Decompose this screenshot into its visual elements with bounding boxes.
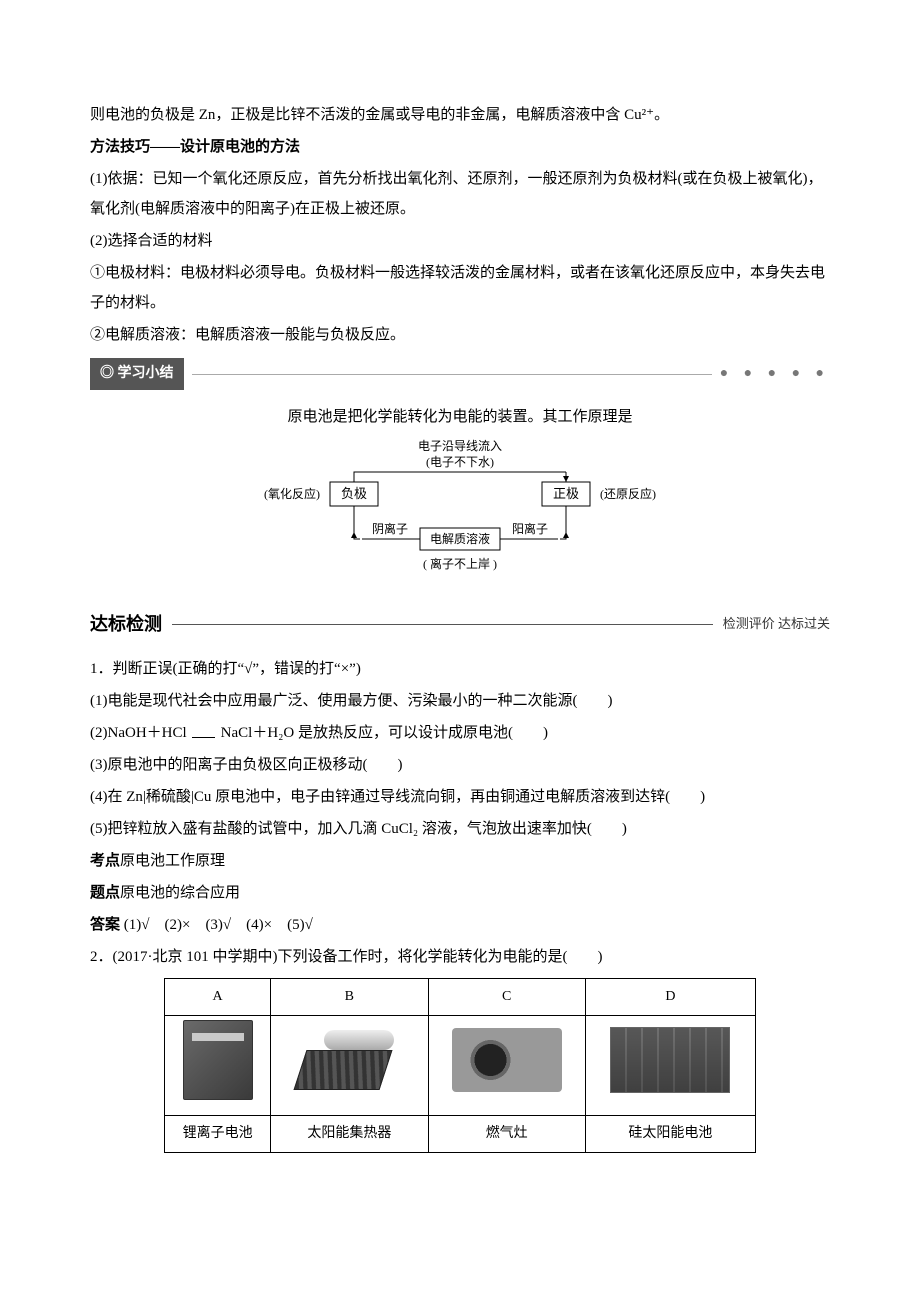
equation-line-icon <box>192 729 215 738</box>
opt-image-C <box>428 1016 585 1116</box>
q1-kd: 考点考点原电池工作原理原电池工作原理 <box>90 846 830 876</box>
q1-s2-pre: (2)NaOH＋HCl <box>90 725 187 741</box>
diagram-left-outer: (氧化反应) <box>264 486 320 501</box>
opt-caption-B: 太阳能集热器 <box>271 1116 428 1153</box>
diagram-elec: 电解质溶液 <box>430 531 490 546</box>
section-subtitle: 检测评价 达标过关 <box>723 611 830 637</box>
q2-stem: 2．(2017·北京 101 中学期中)下列设备工作时，将化学能转化为电能的是(… <box>90 942 830 972</box>
method-p2b: ②电解质溶液：电解质溶液一般能与负极反应。 <box>90 320 830 350</box>
section-rule <box>172 624 713 625</box>
opt-header-B: B <box>271 979 428 1016</box>
diagram-bottom: ( 离子不上岸 ) <box>423 556 497 571</box>
opt-image-A <box>165 1016 271 1116</box>
method-p2: (2)选择合适的材料 <box>90 226 830 256</box>
q1-s1: (1)电能是现代社会中应用最广泛、使用最方便、污染最小的一种二次能源( ) <box>90 686 830 716</box>
diagram-right-outer: (还原反应) <box>600 486 656 501</box>
diagram-anion: 阴离子 <box>372 521 408 536</box>
pv-panel-icon <box>610 1027 730 1093</box>
table-row: A B C D <box>165 979 756 1016</box>
diagram-top2: (电子不下水) <box>426 455 494 469</box>
diagram-neg: 负极 <box>341 486 367 501</box>
section-header: 达标检测 检测评价 达标过关 <box>90 606 830 642</box>
q1-s2-post: NaCl＋H₂O 是放热反应，可以设计成原电池( ) <box>221 725 548 741</box>
summary-rule <box>192 374 712 375</box>
opt-caption-D: 硅太阳能电池 <box>585 1116 755 1153</box>
intro-line: 则电池的负极是 Zn，正极是比锌不活泼的金属或导电的非金属，电解质溶液中含 Cu… <box>90 100 830 130</box>
opt-image-D <box>585 1016 755 1116</box>
opt-header-A: A <box>165 979 271 1016</box>
section-title: 达标检测 <box>90 606 162 642</box>
diagram-lead: 原电池是把化学能转化为电能的装置。其工作原理是 <box>90 402 830 432</box>
summary-dots: ● ● ● ● ● <box>720 360 830 388</box>
opt-image-B <box>271 1016 428 1116</box>
summary-tag: ◎ 学习小结 <box>90 358 184 390</box>
opt-caption-C: 燃气灶 <box>428 1116 585 1153</box>
table-row <box>165 1016 756 1116</box>
q1-td: 题点原电池的综合应用 <box>90 878 830 908</box>
answer-values: (1)√ (2)× (3)√ (4)× (5)√ <box>120 917 313 933</box>
gas-stove-icon <box>452 1028 562 1092</box>
method-p1: (1)依据：已知一个氧化还原反应，首先分析找出氧化剂、还原剂，一般还原剂为负极材… <box>90 164 830 224</box>
answer-label: 答案 <box>90 917 120 933</box>
method-heading: 方法技巧——设计原电池的方法 <box>90 132 830 162</box>
q1-stem: 1．判断正误(正确的打“√”，错误的打“×”) <box>90 654 830 684</box>
summary-banner: ◎ 学习小结 ● ● ● ● ● <box>90 358 830 390</box>
diagram-pos: 正极 <box>553 486 579 501</box>
q1-s4: (4)在 Zn|稀硫酸|Cu 原电池中，电子由锌通过导线流向铜，再由铜通过电解质… <box>90 782 830 812</box>
opt-caption-A: 锂离子电池 <box>165 1116 271 1153</box>
q2-options-table: A B C D 锂离子电池 太阳能集热器 燃气灶 硅太阳能电池 <box>164 978 756 1153</box>
diagram-cation: 阳离子 <box>512 521 548 536</box>
opt-header-D: D <box>585 979 755 1016</box>
solar-heater-icon <box>294 1030 404 1090</box>
table-row: 锂离子电池 太阳能集热器 燃气灶 硅太阳能电池 <box>165 1116 756 1153</box>
opt-header-C: C <box>428 979 585 1016</box>
q1-s3: (3)原电池中的阳离子由负极区向正极移动( ) <box>90 750 830 780</box>
principle-diagram: 电子沿导线流入 (电子不下水) (氧化反应) (还原反应) 负极 正极 电解质溶… <box>90 436 830 586</box>
q1-s2: (2)NaOH＋HCl NaCl＋H₂O 是放热反应，可以设计成原电池( ) <box>90 718 830 748</box>
q1-answer: 答案 (1)√ (2)× (3)√ (4)× (5)√ <box>90 910 830 940</box>
q1-s5: (5)把锌粒放入盛有盐酸的试管中，加入几滴 CuCl₂ 溶液，气泡放出速率加快(… <box>90 814 830 844</box>
diagram-top1: 电子沿导线流入 <box>418 439 502 453</box>
method-p2a: ①电极材料：电极材料必须导电。负极材料一般选择较活泼的金属材料，或者在该氧化还原… <box>90 258 830 318</box>
battery-icon <box>183 1020 253 1100</box>
